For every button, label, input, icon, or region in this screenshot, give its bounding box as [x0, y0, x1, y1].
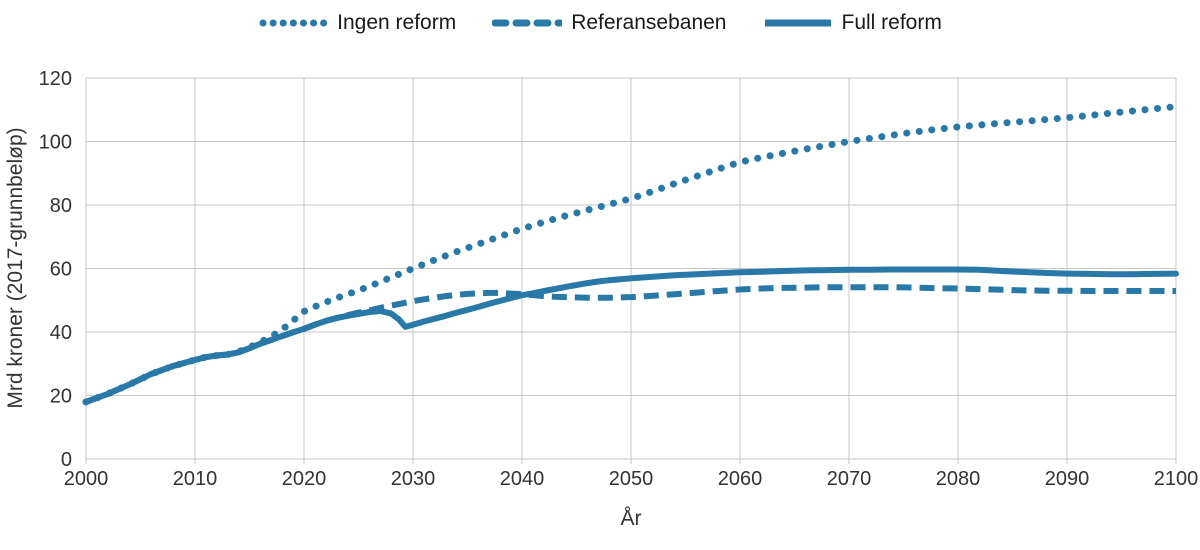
x-tick-label: 2000 [64, 468, 109, 490]
legend-item-referansebanen: Referansebanen [492, 11, 727, 35]
y-tick-label: 120 [39, 70, 72, 90]
solid-line-marker [764, 19, 831, 27]
dashed-line-marker [492, 19, 563, 27]
legend-label: Referansebanen [571, 11, 727, 34]
y-tick-label: 20 [50, 386, 72, 408]
y-tick-label: 80 [50, 195, 72, 217]
x-tick-label: 2060 [718, 468, 763, 490]
legend-item-full-reform: Full reform [763, 11, 942, 35]
legend-label: Full reform [841, 11, 942, 34]
legend: Ingen reform Referansebanen Full reform [0, 11, 1200, 35]
x-axis-title: År [621, 507, 642, 530]
x-tick-label: 2020 [282, 468, 327, 490]
series-line-full-reform [83, 266, 1179, 405]
x-tick-label: 2030 [391, 468, 436, 490]
x-tick-label: 2040 [500, 468, 545, 490]
x-tick-label: 2050 [609, 468, 654, 490]
y-axis-title: Mrd kroner (2017-grunnbeløp) [4, 127, 27, 408]
legend-label: Ingen reform [337, 11, 457, 34]
x-tick-label: 2070 [827, 468, 872, 490]
y-tick-label: 0 [61, 449, 72, 471]
x-tick-label: 2080 [936, 468, 981, 490]
x-tick-label: 2100 [1154, 468, 1199, 490]
y-tick-label: 100 [39, 132, 72, 154]
x-tick-label: 2010 [173, 468, 218, 490]
x-tick-label: 2090 [1045, 468, 1090, 490]
y-tick-label: 60 [50, 259, 72, 281]
y-tick-label: 40 [50, 322, 72, 344]
legend-item-ingen-reform: Ingen reform [258, 11, 456, 35]
dotted-line-marker [259, 19, 328, 27]
plot-area: Mrd kroner (2017-grunnbeløp) År 02040608… [4, 70, 1199, 530]
series-line-ingen-reform [82, 103, 1180, 406]
